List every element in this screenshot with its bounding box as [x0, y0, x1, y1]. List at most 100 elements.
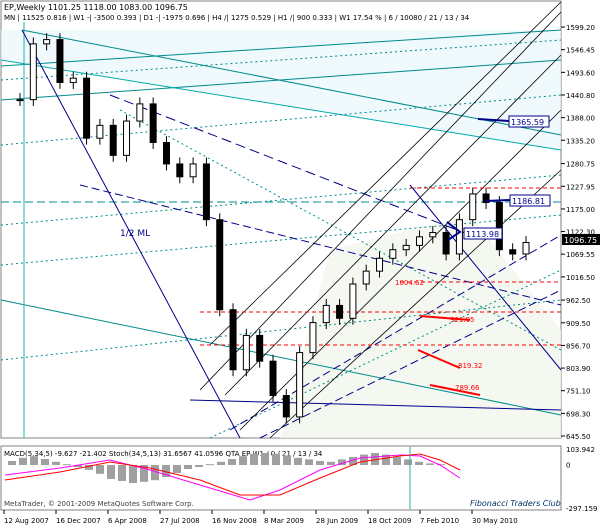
macd-bar: [118, 465, 126, 481]
green-zone: [280, 215, 561, 438]
macd-bar: [239, 456, 247, 465]
candle-body: [376, 257, 384, 272]
macd-bar: [96, 465, 104, 474]
macd-bar: [415, 461, 423, 465]
stoch-signal-line: [4, 453, 461, 496]
indicator-tick-label: 0: [566, 461, 570, 469]
candle-body: [189, 163, 197, 178]
candle-body: [282, 394, 290, 418]
candle-body: [96, 124, 104, 139]
time-tick-label: 28 Jun 2009: [316, 517, 358, 525]
candle-body: [389, 249, 397, 259]
symbol-header: EP,Weekly 1101.25 1118.00 1083.00 1096.7…: [4, 3, 188, 12]
time-tick-label: 7 Feb 2010: [420, 517, 459, 525]
macd-bar: [184, 465, 192, 469]
price-tick-label: 1440.80: [566, 92, 595, 100]
candle-body: [83, 77, 91, 139]
candle-body: [402, 244, 410, 251]
copyright-label: MetaTrader, © 2001-2009 MetaQuotes Softw…: [4, 500, 194, 508]
macd-bar: [129, 465, 137, 483]
price-tick-label: 1546.45: [566, 47, 595, 55]
callout-1004: 1004.62: [395, 279, 424, 287]
candle-body: [415, 236, 423, 246]
macd-bar: [426, 463, 434, 465]
candle-body: [442, 232, 450, 255]
time-tick-label: 27 Jul 2008: [160, 517, 200, 525]
price-tick-label: 1016.50: [566, 274, 595, 282]
indicator-title: MACD(5,34,5) -9.627 -21.402 Stoch(34,5,1…: [4, 450, 323, 458]
macd-bar: [393, 457, 401, 465]
candle-body: [29, 43, 37, 101]
indicator-axis: 103.942 0 -297.159: [566, 446, 597, 513]
macd-bar: [316, 461, 324, 465]
macd-bar: [63, 464, 71, 466]
candle-body: [229, 309, 237, 371]
candle-body: [509, 249, 517, 255]
price-tick-label: 1388.00: [566, 115, 595, 123]
macd-bar: [41, 459, 49, 465]
median-line-label: 1/2 ML: [120, 229, 150, 239]
macd-bar: [85, 465, 93, 470]
candle-body: [242, 334, 250, 371]
candle-body: [43, 39, 51, 45]
candle-body: [455, 219, 463, 255]
macd-bar: [272, 453, 280, 465]
candle-body: [256, 334, 264, 362]
price-tick-label: 856.70: [566, 342, 591, 350]
red-levels: [200, 187, 561, 346]
macd-bar: [327, 461, 335, 465]
macd-bar: [74, 465, 82, 467]
price-tick-label: 1599.20: [566, 24, 595, 32]
indicator-tick-label: -297.159: [566, 505, 597, 513]
callout-1365: 1365.59: [511, 118, 544, 127]
time-tick-label: 6 Apr 2008: [108, 517, 147, 525]
channel-lines: [199, 1, 562, 439]
candle-body: [309, 322, 317, 354]
time-tick-label: 8 Mar 2009: [264, 517, 304, 525]
macd-bar: [437, 464, 445, 466]
price-tick-label: 803.90: [566, 365, 591, 373]
candle-body: [495, 202, 503, 251]
candle-body: [162, 141, 170, 165]
price-tick-label: 1280.75: [566, 161, 595, 169]
price-tick-label: 698.30: [566, 410, 591, 418]
macd-bar: [173, 465, 181, 473]
indicator-tick-label: 103.942: [566, 446, 595, 454]
macd-bar: [206, 464, 214, 466]
time-tick-label: 30 May 2010: [472, 517, 518, 525]
price-tick-label: 1227.95: [566, 183, 595, 191]
price-candles: [16, 33, 530, 424]
macd-bar: [305, 459, 313, 465]
fib-lines: [0, 22, 562, 438]
candle-body: [69, 77, 77, 83]
price-axis: 1599.20 1546.45 1493.60 1440.80 1388.00 1335.…: [561, 24, 595, 441]
indicator-panel: MACD(5,34,5) -9.627 -21.402 Stoch(34,5,1…: [4, 447, 461, 509]
info-header: MN | 11525 0.816 | W1 -| -3500 0.393 | D…: [4, 14, 470, 22]
macd-bar: [107, 465, 115, 479]
candle-body: [149, 103, 157, 143]
watermark-label: Fibonacci Traders Club: [470, 499, 561, 508]
macd-bar: [382, 454, 390, 465]
candle-body: [136, 103, 144, 122]
macd-bar: [261, 453, 269, 465]
candle-body: [16, 99, 24, 102]
price-tick-label: 909.50: [566, 320, 591, 328]
price-tick-label: 1335.20: [566, 137, 595, 145]
macd-bar: [349, 457, 357, 465]
candle-body: [336, 304, 344, 319]
price-tick-label: 751.10: [566, 388, 591, 396]
current-price-box: [562, 234, 600, 245]
price-tick-label: 962.50: [566, 297, 591, 305]
callout-1186: 1186.81: [512, 197, 545, 206]
price-tick-label: 1069.55: [566, 251, 595, 259]
price-tick-label: 1175.00: [566, 206, 595, 214]
macd-bar: [151, 465, 159, 481]
time-tick-label: 12 Aug 2007: [4, 517, 49, 525]
macd-bar: [250, 453, 258, 465]
candle-body: [296, 352, 304, 418]
callout-789: 789.66: [455, 384, 480, 392]
red-arrows: [417, 315, 481, 396]
callout-1113-box: [463, 227, 503, 240]
